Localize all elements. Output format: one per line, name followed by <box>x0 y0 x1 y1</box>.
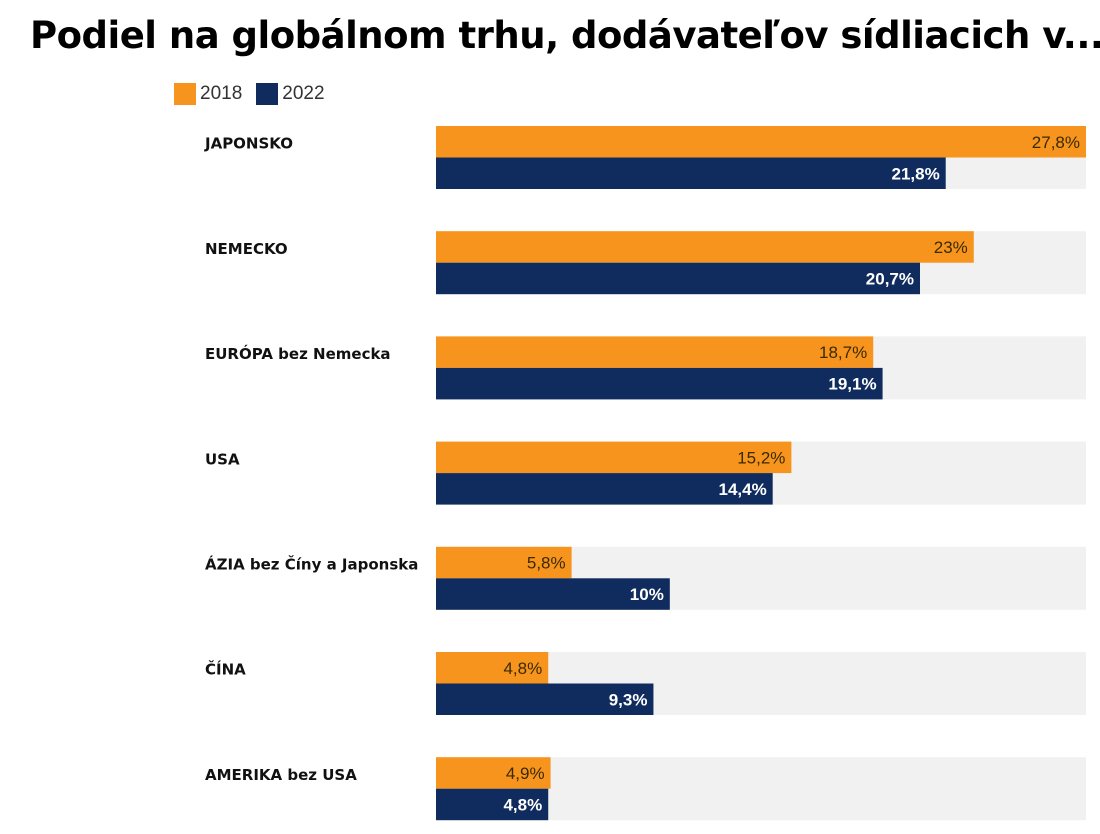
bar-2018 <box>436 441 792 474</box>
category-label: ÁZIA bez Číny a Japonska <box>205 554 418 573</box>
data-label-2022: 20,7% <box>866 269 914 288</box>
data-label-2018: 23% <box>934 238 968 257</box>
bar-2018 <box>436 336 874 368</box>
legend: 2018 2022 <box>174 82 325 106</box>
category-label: NEMECKO <box>205 240 288 258</box>
bar-2022 <box>436 473 773 505</box>
data-label-2018: 5,8% <box>527 554 566 573</box>
data-label-2018: 27,8% <box>1032 133 1080 152</box>
bar-2018 <box>436 757 551 789</box>
bar-2022 <box>436 788 549 821</box>
chart-title: Podiel na globálnom trhu, dodávateľov sí… <box>30 14 1100 57</box>
legend-label-2022: 2022 <box>282 83 325 104</box>
category-label: EURÓPA bez Nemecka <box>205 344 391 363</box>
bar-2022 <box>436 683 654 715</box>
data-label-2022: 4,8% <box>503 795 542 814</box>
bar-2018 <box>436 546 572 579</box>
bar-2018 <box>436 126 1086 158</box>
data-label-2022: 19,1% <box>828 375 876 394</box>
data-label-2018: 4,8% <box>503 659 542 678</box>
bar-2022 <box>436 262 920 295</box>
data-label-2022: 10% <box>630 585 664 604</box>
data-label-2018: 4,9% <box>506 764 545 783</box>
bar-2022 <box>436 578 670 610</box>
category-label: USA <box>205 450 240 468</box>
legend-label-2018: 2018 <box>200 83 243 104</box>
category-label: ČÍNA <box>205 660 246 679</box>
legend-swatch-2018 <box>174 83 196 105</box>
data-label-2022: 21,8% <box>892 164 940 183</box>
bar-2022 <box>436 157 946 189</box>
data-label-2022: 14,4% <box>718 480 766 499</box>
category-label: AMERIKA bez USA <box>205 766 357 784</box>
legend-swatch-2022 <box>256 83 279 105</box>
data-label-2018: 18,7% <box>819 343 867 362</box>
legend-item-2022: 2022 <box>256 83 325 105</box>
bar-2018 <box>436 231 974 263</box>
bar-2018 <box>436 652 549 684</box>
category-label: JAPONSKO <box>204 135 293 153</box>
legend-item-2018: 2018 <box>174 83 242 105</box>
bar-2022 <box>436 367 883 400</box>
data-label-2018: 15,2% <box>737 448 785 467</box>
data-label-2022: 9,3% <box>609 690 648 709</box>
